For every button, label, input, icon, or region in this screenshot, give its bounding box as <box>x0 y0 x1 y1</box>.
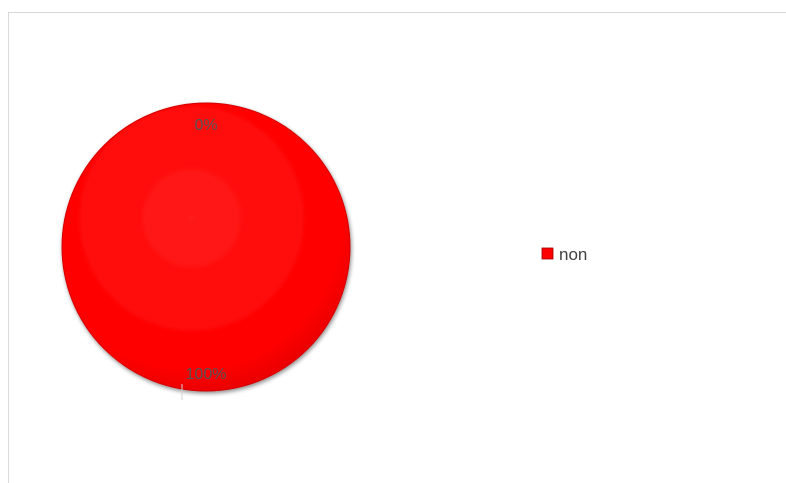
data-label-non: 100% <box>186 366 227 383</box>
chart-area <box>8 12 786 483</box>
legend-swatch-non <box>541 247 554 260</box>
pie-slice-non <box>61 102 351 392</box>
legend-label-non: non <box>559 245 587 264</box>
data-label-oui: 0% <box>194 117 217 134</box>
legend: non <box>541 245 587 264</box>
